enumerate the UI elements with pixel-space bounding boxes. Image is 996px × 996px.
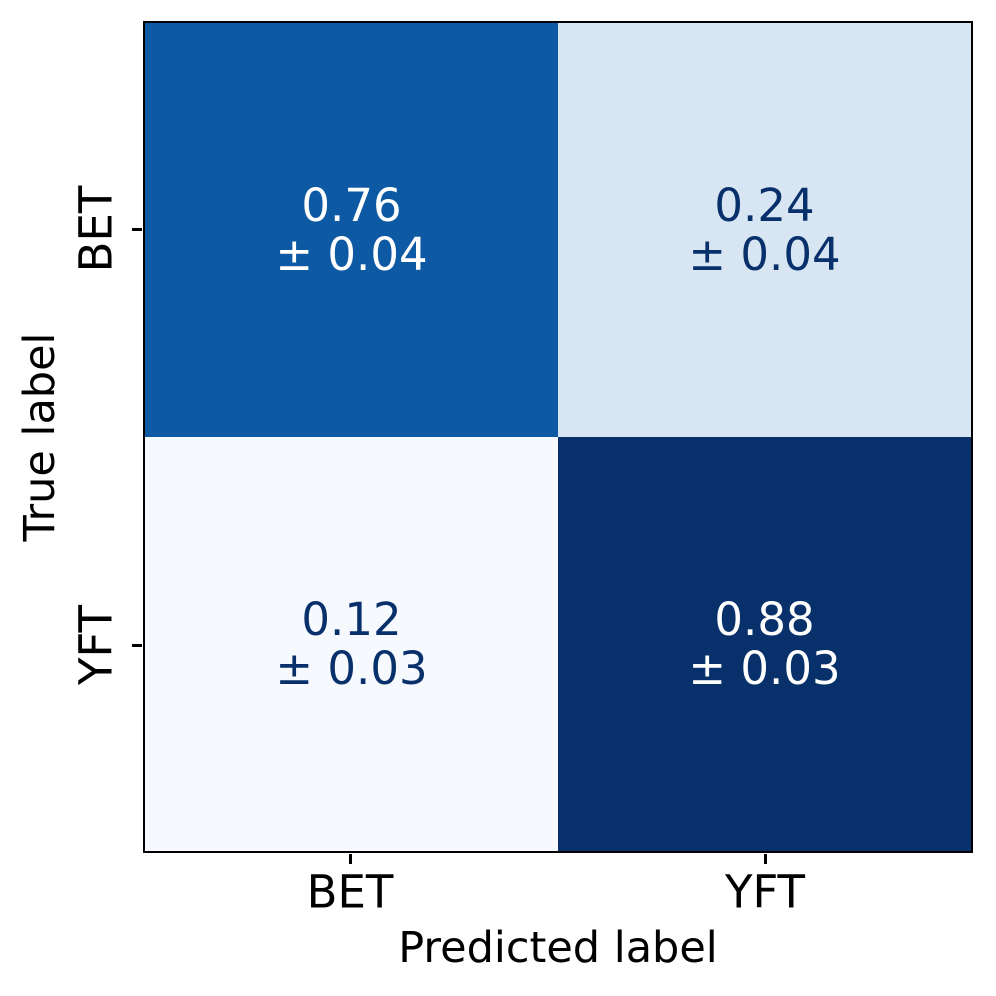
y-tick-mark-yft bbox=[132, 644, 142, 647]
x-tick-mark-bet bbox=[349, 854, 352, 864]
cell-true-bet-pred-yft: 0.24 ± 0.04 bbox=[558, 23, 971, 437]
cell-error: ± 0.04 bbox=[688, 228, 841, 281]
y-tick-label-bet: BET bbox=[69, 185, 123, 273]
heatmap-plot-area: 0.76 ± 0.04 0.24 ± 0.04 0.12 ± 0.03 0.88… bbox=[143, 21, 973, 853]
x-tick-label-yft: YFT bbox=[724, 865, 806, 919]
y-axis-title: True label bbox=[15, 332, 65, 542]
y-tick-label-yft: YFT bbox=[69, 604, 123, 686]
x-tick-label-bet: BET bbox=[306, 865, 394, 919]
cell-error: ± 0.03 bbox=[688, 642, 841, 695]
cell-value: 0.12 bbox=[301, 593, 402, 646]
y-tick-mark-bet bbox=[132, 228, 142, 231]
cell-true-bet-pred-bet: 0.76 ± 0.04 bbox=[145, 23, 558, 437]
cell-value: 0.88 bbox=[714, 593, 815, 646]
x-tick-mark-yft bbox=[764, 854, 767, 864]
cell-true-yft-pred-bet: 0.12 ± 0.03 bbox=[145, 437, 558, 851]
cell-value: 0.24 bbox=[714, 179, 815, 232]
cell-error: ± 0.03 bbox=[275, 642, 428, 695]
cell-true-yft-pred-yft: 0.88 ± 0.03 bbox=[558, 437, 971, 851]
cell-value: 0.76 bbox=[301, 179, 402, 232]
x-axis-title: Predicted label bbox=[398, 923, 718, 973]
cell-error: ± 0.04 bbox=[275, 228, 428, 281]
